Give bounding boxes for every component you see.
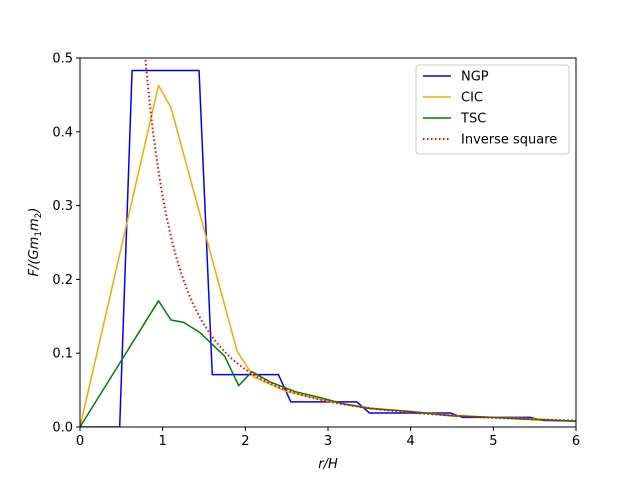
y-axis-label: F/(Gm1m2) bbox=[27, 208, 44, 277]
x-axis-label: r/H bbox=[318, 457, 338, 472]
y-label-f: F/(Gm bbox=[27, 237, 42, 277]
x-tick-label-1: 1 bbox=[159, 434, 167, 449]
y-tick-label-2: 0.2 bbox=[52, 273, 73, 288]
y-label-close: ) bbox=[27, 208, 42, 214]
series-layer bbox=[80, 58, 576, 427]
x-tick-label-6: 6 bbox=[572, 434, 580, 449]
ticks-layer: 0 1 2 3 4 5 6 0.0 0.1 0.2 0.3 0.4 0.5 bbox=[52, 52, 580, 450]
x-tick-label-4: 4 bbox=[407, 434, 415, 449]
y-tick-label-3: 0.3 bbox=[52, 199, 73, 214]
y-tick-label-5: 0.5 bbox=[52, 52, 73, 67]
series-line-2 bbox=[80, 300, 576, 427]
x-tick-label-2: 2 bbox=[241, 434, 249, 449]
legend-box bbox=[415, 64, 570, 155]
y-tick-label-1: 0.1 bbox=[52, 347, 73, 362]
y-label-m: m bbox=[27, 218, 42, 231]
legend-label-1: CIC bbox=[461, 91, 483, 106]
x-tick-label-5: 5 bbox=[489, 434, 497, 449]
y-tick-label-4: 0.4 bbox=[52, 125, 73, 140]
legend-label-3: Inverse square bbox=[461, 133, 557, 148]
legend-label-2: TSC bbox=[460, 112, 486, 127]
y-label-sub-2: 2 bbox=[34, 213, 44, 219]
series-line-3 bbox=[144, 58, 576, 422]
x-tick-label-0: 0 bbox=[76, 434, 84, 449]
series-line-0 bbox=[80, 69, 576, 427]
y-label-sub-1: 1 bbox=[34, 231, 44, 237]
legend: NGP CIC TSC Inverse square bbox=[415, 64, 570, 155]
legend-label-0: NGP bbox=[461, 70, 489, 85]
y-tick-label-0: 0.0 bbox=[52, 421, 73, 436]
x-tick-label-3: 3 bbox=[324, 434, 332, 449]
